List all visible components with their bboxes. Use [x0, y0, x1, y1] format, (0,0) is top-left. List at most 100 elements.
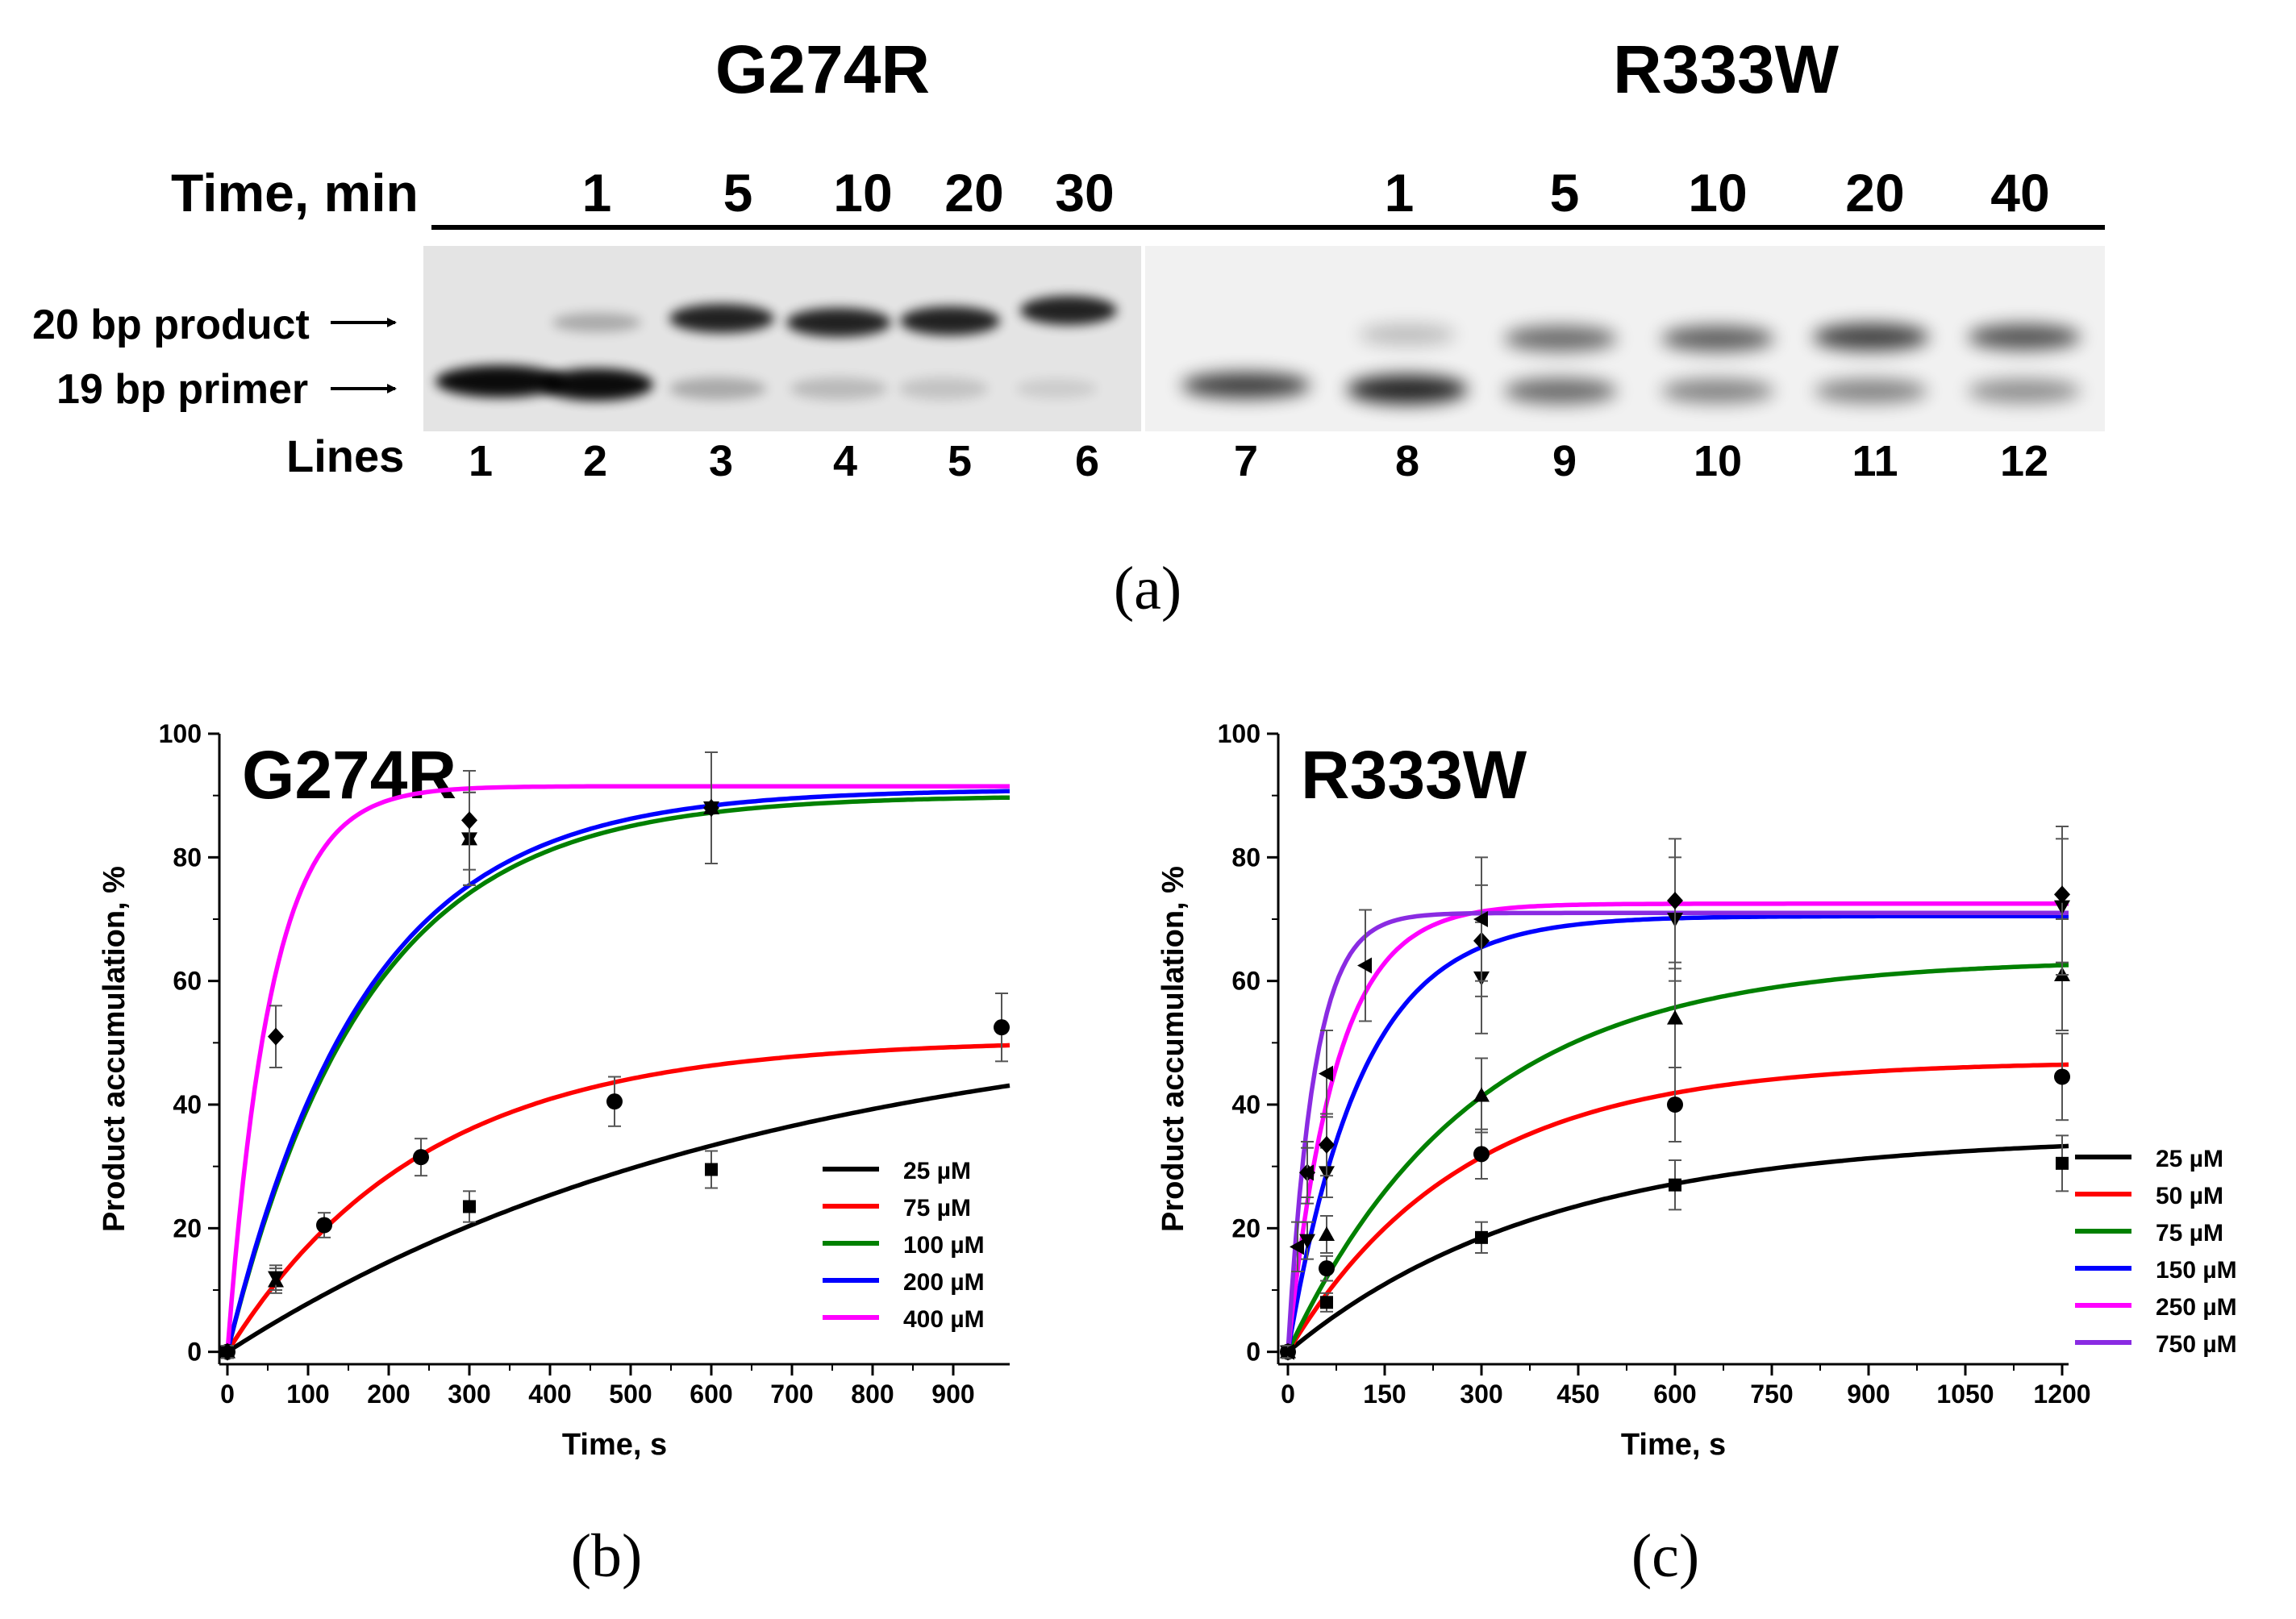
legend: 25 µM 75 µM 100 µM 200 µM 400 µM	[823, 1158, 985, 1333]
legend: 25 µM 50 µM 75 µM 150 µM 250 µM 750 µM	[2075, 1146, 2237, 1358]
x-tick-label: 0	[220, 1380, 235, 1409]
lane-number: 12	[2000, 437, 2048, 485]
gel-band	[669, 304, 774, 333]
lane-number: 6	[1075, 437, 1099, 485]
data-point-square	[1669, 1178, 1681, 1192]
data-point-square	[463, 1200, 476, 1213]
data-point-square	[705, 1163, 718, 1176]
panel-caption: (c)	[1631, 1522, 1699, 1590]
lines-label: Lines	[286, 431, 404, 481]
x-tick-label: 100	[286, 1380, 329, 1409]
chart-title: G274R	[242, 737, 456, 813]
data-point-square	[1475, 1230, 1488, 1244]
legend-label: 25 µM	[903, 1158, 971, 1184]
lane-number: 3	[709, 437, 733, 485]
x-tick-label: 300	[1460, 1380, 1502, 1409]
gel-band	[1968, 324, 2081, 350]
gel-band	[1813, 323, 1929, 351]
lane-number: 9	[1552, 437, 1577, 485]
chart-r333w: 0 150 300 450 600 750 900 1050 1200 0 20 40 60 80 100 T…	[1156, 719, 2237, 1590]
gel-band	[790, 377, 887, 400]
lane-number: 2	[583, 437, 607, 485]
gel-band	[540, 368, 653, 401]
data-point-triangle-up	[1667, 1009, 1683, 1025]
gel-band	[1016, 379, 1097, 398]
data-point-triangle-left	[1319, 1065, 1333, 1082]
time-label-g274r: 30	[1055, 163, 1114, 223]
gel-band	[1661, 379, 1774, 403]
chart-title: R333W	[1301, 737, 1527, 813]
x-tick-label: 0	[1281, 1380, 1295, 1409]
data-point-diamond	[703, 799, 719, 817]
gel-band	[552, 313, 641, 332]
legend-label: 150 µM	[2156, 1257, 2237, 1284]
y-tick-label: 100	[1218, 719, 1261, 748]
x-tick-label: 900	[1847, 1380, 1890, 1409]
gel-band	[786, 308, 891, 337]
time-label-r333w: 40	[1990, 163, 2049, 223]
time-label: Time, min	[171, 163, 419, 223]
y-tick-label: 80	[1231, 843, 1261, 872]
y-tick-label: 40	[1231, 1090, 1261, 1119]
gel-band	[900, 306, 1000, 335]
x-axis-label: Time, s	[562, 1428, 667, 1462]
fit-curve-75M	[225, 1043, 1010, 1354]
y-tick-label: 0	[187, 1338, 202, 1367]
series-points	[1280, 856, 1488, 1360]
fit-curve-100M	[225, 795, 1010, 1353]
lane-number: 4	[833, 437, 857, 485]
gel-title-g274r: G274R	[715, 31, 930, 107]
gel-band	[1359, 324, 1456, 345]
data-point-triangle-up	[1319, 1226, 1335, 1241]
x-tick-label: 1200	[2033, 1380, 2090, 1409]
time-label-g274r: 5	[723, 163, 753, 223]
data-point-square	[1320, 1296, 1333, 1309]
lane-number: 8	[1395, 437, 1419, 485]
gel-image-g274r	[423, 246, 1141, 431]
gel-band	[899, 377, 988, 400]
x-tick-label: 700	[770, 1380, 813, 1409]
y-tick-label: 60	[1231, 967, 1261, 996]
time-label-r333w: 1	[1385, 163, 1415, 223]
data-point-circle	[413, 1149, 429, 1166]
x-tick-label: 600	[690, 1380, 732, 1409]
y-tick-label: 40	[173, 1090, 202, 1119]
time-label-g274r: 1	[582, 163, 612, 223]
y-tick-label: 0	[1246, 1338, 1261, 1367]
time-label-r333w: 5	[1550, 163, 1580, 223]
fit-curve-25M	[1286, 1143, 2069, 1354]
product-band-label: 20 bp product	[32, 302, 310, 348]
gel-image-r333w	[1145, 246, 2105, 431]
time-label-g274r: 10	[833, 163, 892, 223]
gel-title-r333w: R333W	[1613, 31, 1840, 107]
data-point-diamond	[268, 1027, 284, 1046]
gel-band	[435, 365, 565, 397]
chart-g274r: 0 100 200 300 400 500 600 700 800 900 0 20 40 60 80 100…	[98, 719, 1010, 1590]
data-point-circle	[2054, 1068, 2070, 1085]
x-tick-label: 600	[1653, 1380, 1696, 1409]
primer-band-label: 19 bp primer	[56, 366, 308, 413]
fit-curve-400M	[225, 784, 1010, 1352]
x-tick-label: 200	[367, 1380, 410, 1409]
data-point-triangle-left	[1280, 1343, 1294, 1360]
gel-panel: G274R R333W Time, min 1 5 10 20 30 1 5 1…	[32, 31, 2105, 622]
y-tick-label: 80	[173, 843, 202, 872]
y-axis-label: Product accumulation, %	[1156, 866, 1190, 1232]
legend-label: 50 µM	[2156, 1183, 2223, 1209]
fit-curve-50M	[1286, 1062, 2069, 1354]
data-point-circle	[1473, 1146, 1490, 1163]
lane-numbers: 1 2 3 4 5 6 7 8 9 10 11 12	[469, 437, 2048, 485]
fit-curve-750M	[1286, 910, 2069, 1352]
data-point-diamond	[219, 1342, 235, 1361]
time-label-r333w: 10	[1688, 163, 1747, 223]
gel-band	[1661, 326, 1774, 352]
data-point-diamond	[461, 811, 477, 830]
series-points	[1281, 1134, 2069, 1359]
gel-band	[1347, 375, 1468, 404]
legend-label: 75 µM	[2156, 1220, 2223, 1247]
gel-band	[669, 377, 766, 400]
series-points	[219, 751, 719, 1361]
data-point-circle	[1667, 1097, 1683, 1113]
series-points	[221, 1150, 718, 1359]
